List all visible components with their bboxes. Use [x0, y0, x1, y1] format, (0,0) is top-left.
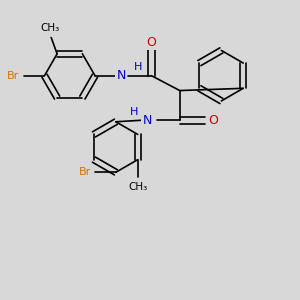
Text: CH₃: CH₃ — [40, 23, 59, 33]
Text: H: H — [130, 107, 138, 117]
Text: N: N — [143, 114, 152, 127]
Text: O: O — [146, 36, 156, 49]
Text: N: N — [116, 69, 126, 82]
Text: H: H — [134, 62, 142, 72]
Text: CH₃: CH₃ — [128, 182, 147, 192]
Text: O: O — [208, 114, 218, 127]
Text: Br: Br — [7, 71, 20, 81]
Text: Br: Br — [79, 167, 91, 177]
